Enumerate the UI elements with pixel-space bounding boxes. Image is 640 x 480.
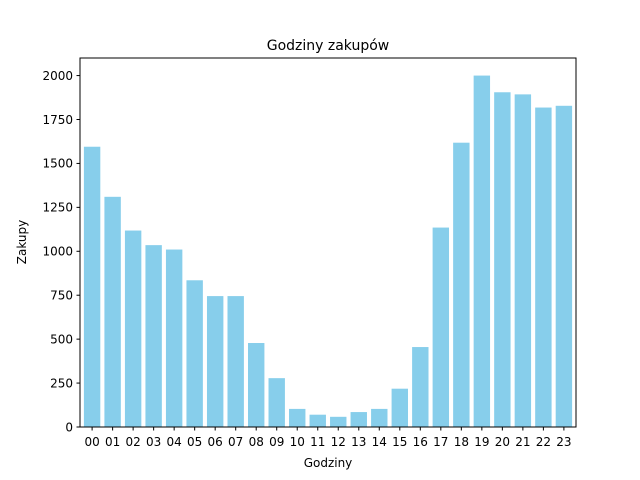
- x-tick-label: 07: [228, 435, 243, 449]
- bar-11: [309, 414, 326, 427]
- bar-18: [453, 142, 470, 428]
- plot-frame: [79, 57, 577, 428]
- bar-08: [248, 343, 265, 427]
- x-tick-label: 20: [495, 435, 510, 449]
- chart-title: Godziny zakupów: [267, 38, 390, 54]
- bar-03: [145, 245, 162, 427]
- x-tick-label: 13: [351, 435, 366, 449]
- y-tick-label: 250: [50, 376, 73, 390]
- x-tick-label: 21: [515, 435, 530, 449]
- x-tick-label: 09: [269, 435, 284, 449]
- bar-10: [289, 408, 306, 427]
- x-tick-label: 14: [372, 435, 387, 449]
- y-axis: 0 250 500 750 1000 1250 1500 1750 2000: [42, 69, 80, 434]
- x-tick-label: 05: [187, 435, 202, 449]
- bar-20: [494, 92, 511, 427]
- y-tick-label: 1000: [42, 245, 73, 259]
- bar-23: [555, 105, 573, 428]
- x-tick-label: 11: [310, 435, 325, 449]
- y-axis-title: Zakupy: [15, 220, 29, 264]
- bar-01: [104, 196, 121, 427]
- bar-06: [206, 296, 224, 427]
- x-tick-label: 02: [125, 435, 140, 449]
- bar-04: [165, 249, 183, 427]
- bar-13: [350, 412, 367, 427]
- y-tick-label: 500: [50, 332, 73, 346]
- bar-14: [371, 408, 388, 427]
- x-tick-label: 15: [392, 435, 407, 449]
- bar-19: [473, 75, 491, 428]
- x-tick-label: 22: [536, 435, 551, 449]
- x-tick-label: 17: [433, 435, 448, 449]
- x-axis-title: Godziny: [304, 456, 353, 470]
- bar-15: [391, 388, 408, 427]
- x-tick-label: 01: [105, 435, 120, 449]
- x-tick-label: 16: [413, 435, 428, 449]
- bar-02: [124, 230, 142, 427]
- bar-16: [412, 347, 429, 427]
- y-tick-label: 1250: [42, 201, 73, 215]
- x-tick-label: 18: [454, 435, 469, 449]
- x-tick-label: 10: [290, 435, 305, 449]
- y-tick-label: 0: [65, 420, 73, 434]
- x-tick-label: 19: [474, 435, 489, 449]
- bar-07: [227, 296, 244, 427]
- x-axis: 00 01 02 03 04 05 06 07 08 09 10 11 12 13 14 15 16 17 18 19…: [84, 427, 572, 449]
- y-tick-label: 1750: [42, 113, 73, 127]
- bars-group: [83, 75, 573, 428]
- bar-00: [83, 146, 101, 427]
- bar-09: [268, 378, 285, 427]
- y-tick-label: 1500: [42, 157, 73, 171]
- y-tick-label: 2000: [42, 69, 73, 83]
- x-tick-label: 00: [84, 435, 99, 449]
- x-tick-label: 23: [556, 435, 571, 449]
- x-tick-label: 06: [208, 435, 223, 449]
- bar-21: [514, 94, 532, 427]
- x-tick-label: 12: [331, 435, 346, 449]
- bar-05: [186, 280, 203, 427]
- bar-12: [330, 416, 347, 427]
- y-tick-label: 750: [50, 289, 73, 303]
- bar-17: [432, 227, 450, 427]
- bar-22: [535, 107, 552, 428]
- x-tick-label: 08: [249, 435, 264, 449]
- x-tick-label: 03: [146, 435, 161, 449]
- x-tick-label: 04: [167, 435, 182, 449]
